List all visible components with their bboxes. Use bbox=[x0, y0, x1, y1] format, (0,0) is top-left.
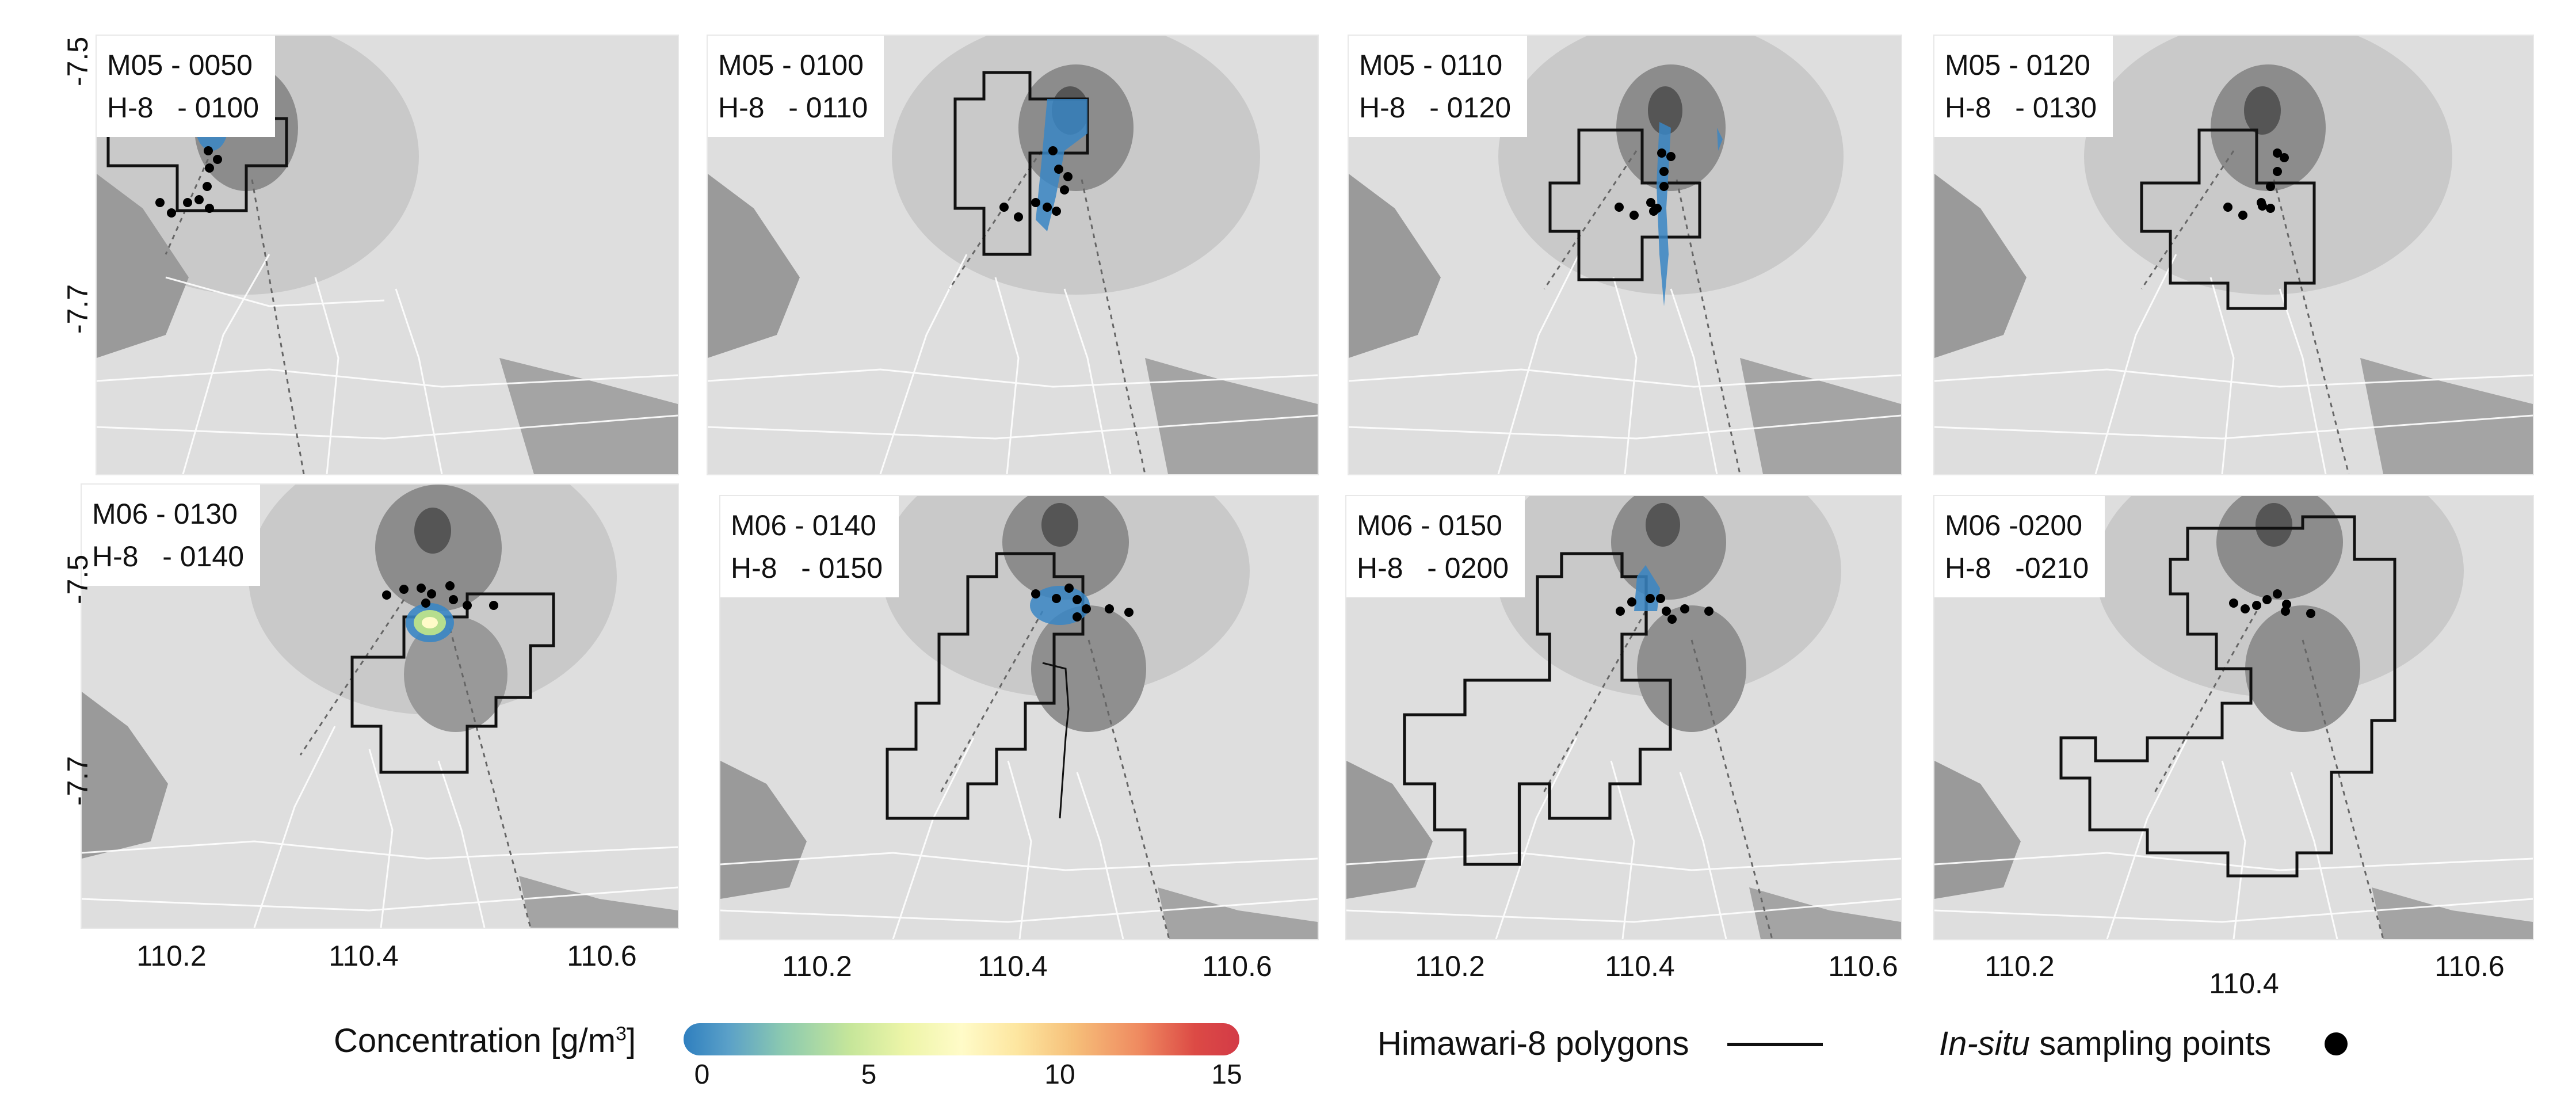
ash-plume bbox=[1036, 99, 1087, 231]
x-tick-label: 110.4 bbox=[329, 940, 399, 972]
panel-label: M05 - 0110 H-8 - 0120 bbox=[1349, 36, 1528, 137]
colorbar-tick: 15 bbox=[1211, 1059, 1242, 1090]
sampling-points bbox=[382, 581, 498, 610]
panel-label: M06 - 0150 H-8 - 0200 bbox=[1346, 496, 1525, 597]
colorbar-title: Concentration [g/m3] bbox=[334, 1022, 636, 1059]
sampling-points bbox=[1616, 594, 1713, 624]
x-tick-label: 110.2 bbox=[1985, 950, 2055, 982]
panel-label: M05 - 0100 H-8 - 0110 bbox=[708, 36, 884, 137]
sampling-legend-dot bbox=[2325, 1032, 2348, 1055]
colorbar-tick: 10 bbox=[1044, 1059, 1075, 1090]
map-panel-4: M05 - 0120 H-8 - 0130 bbox=[1933, 35, 2534, 475]
himawari-polygon bbox=[350, 592, 555, 774]
sampling-points bbox=[2223, 148, 2289, 220]
y-tick-label: -7.7 bbox=[62, 756, 94, 806]
sampling-points bbox=[155, 146, 222, 218]
x-tick-label: 110.4 bbox=[1605, 950, 1675, 982]
himawari-polygon bbox=[886, 552, 1085, 820]
x-tick-label: 110.4 bbox=[978, 950, 1048, 982]
x-tick-label: 110.6 bbox=[2434, 950, 2505, 982]
x-tick-label: 110.6 bbox=[1202, 950, 1272, 982]
colorbar-tick: 5 bbox=[861, 1059, 877, 1090]
sampling-points bbox=[999, 146, 1073, 222]
y-tick-label: -7.7 bbox=[62, 284, 94, 334]
colorbar bbox=[684, 1023, 1239, 1055]
himawari-polygon bbox=[1548, 128, 1701, 281]
map-panel-1: M05 - 0050 H-8 - 0100 bbox=[96, 35, 679, 475]
terrain-map bbox=[720, 496, 1318, 939]
x-tick-label: 110.2 bbox=[1415, 950, 1485, 982]
y-tick-label: -7.5 bbox=[62, 36, 94, 86]
sampling-points bbox=[1615, 148, 1676, 220]
map-panel-2: M05 - 0100 H-8 - 0110 bbox=[707, 35, 1319, 475]
sampling-points bbox=[2229, 589, 2315, 618]
map-panel-5: M06 - 0130 H-8 - 0140 bbox=[81, 483, 679, 929]
himawari-polygon bbox=[953, 71, 1089, 256]
panel-label: M05 - 0120 H-8 - 0130 bbox=[1934, 36, 2113, 137]
y-tick-label: -7.5 bbox=[62, 554, 94, 604]
map-panel-7: M06 - 0150 H-8 - 0200 bbox=[1345, 495, 1902, 940]
panel-label: M06 - 0130 H-8 - 0140 bbox=[82, 485, 261, 586]
ash-plume bbox=[1657, 122, 1671, 306]
sampling-points bbox=[1031, 584, 1134, 622]
sampling-legend-label: In-situ sampling points bbox=[1939, 1025, 2272, 1062]
panel-label: M06 - 0140 H-8 - 0150 bbox=[720, 496, 899, 597]
map-panel-8: M06 -0200 H-8 -0210 bbox=[1933, 495, 2534, 940]
x-tick-label: 110.6 bbox=[1828, 950, 1898, 982]
x-tick-label: 110.4 bbox=[2209, 967, 2279, 1000]
panel-label: M05 - 0050 H-8 - 0100 bbox=[97, 36, 276, 137]
himawari-polygon bbox=[2059, 515, 2396, 878]
map-panel-6: M06 - 0140 H-8 - 0150 bbox=[719, 495, 1319, 940]
x-tick-label: 110.2 bbox=[782, 950, 852, 982]
himawari-polygon bbox=[2140, 128, 2316, 310]
x-tick-label: 110.6 bbox=[567, 940, 637, 972]
polygon-legend-label: Himawari-8 polygons bbox=[1377, 1025, 1689, 1062]
polygon-legend-line bbox=[1727, 1043, 1823, 1046]
panel-label: M06 -0200 H-8 -0210 bbox=[1934, 496, 2105, 597]
map-panel-3: M05 - 0110 H-8 - 0120 bbox=[1348, 35, 1902, 475]
x-tick-label: 110.2 bbox=[136, 940, 207, 972]
colorbar-tick: 0 bbox=[694, 1059, 710, 1090]
